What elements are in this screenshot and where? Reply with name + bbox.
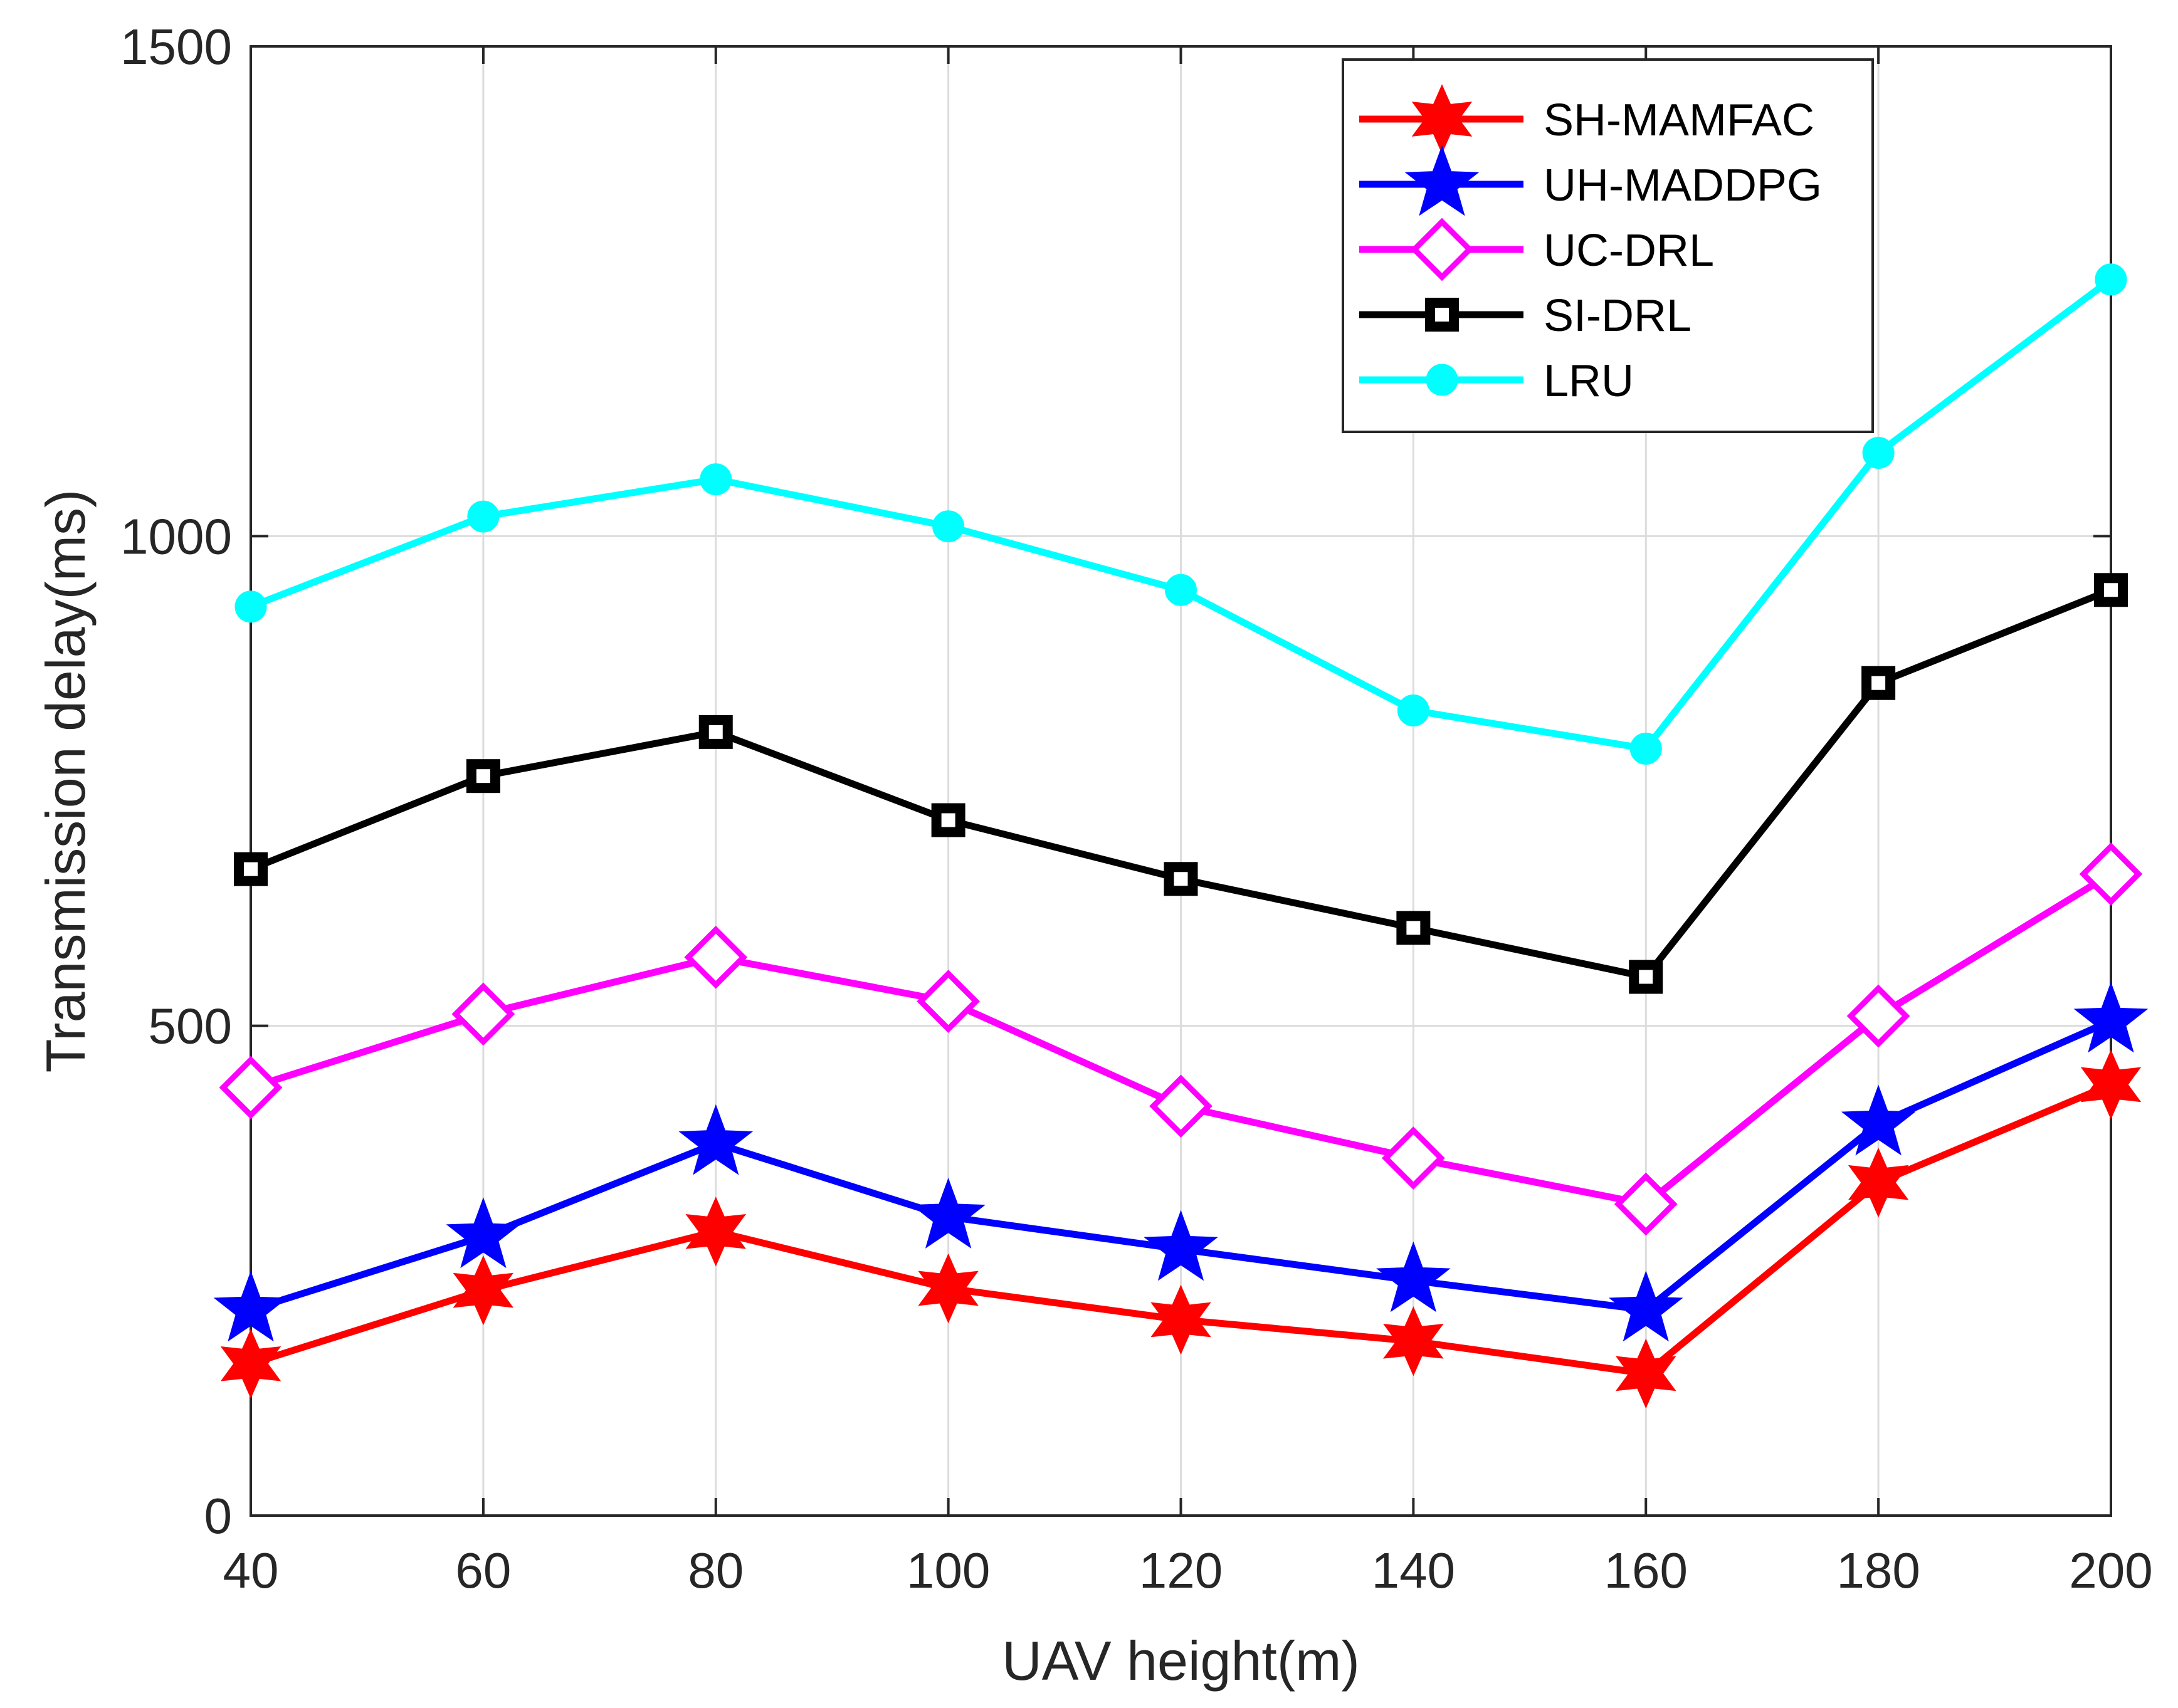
data-point-lru [1629, 732, 1662, 765]
data-point-si-drl [466, 759, 500, 794]
legend-label-uc-drl: UC-DRL [1544, 226, 1714, 276]
data-point-uh-maddpg [213, 1271, 288, 1342]
data-point-uh-maddpg [1841, 1084, 1916, 1156]
y-tick-label: 1500 [120, 19, 232, 75]
data-point-uh-maddpg [446, 1197, 521, 1269]
data-point-uc-drl [684, 925, 748, 989]
square-marker-inner [2104, 583, 2118, 597]
square-marker-inner [941, 813, 955, 827]
y-tick-label: 1000 [120, 508, 232, 564]
data-point-uc-drl [917, 970, 980, 1033]
data-point-sh-mamfac [1848, 1147, 1909, 1218]
square-marker-inner [1435, 308, 1449, 322]
series-uc-drl [219, 842, 2143, 1236]
axis-ticks: 40 60 80 100 120 140 160 180 200 0 500 1000 1500 [120, 19, 2153, 1598]
data-point-uc-drl [451, 982, 515, 1046]
data-point-sh-mamfac [453, 1255, 514, 1326]
x-tick-label: 80 [688, 1543, 744, 1598]
data-point-si-drl [234, 852, 268, 886]
square-marker-inner [1639, 970, 1653, 984]
data-point-uc-drl [219, 1056, 283, 1119]
x-tick-label: 100 [907, 1543, 990, 1598]
series-lru [234, 263, 2127, 765]
square-marker-inner [1406, 921, 1421, 935]
data-point-lru [700, 463, 732, 496]
x-tick-label: 180 [1836, 1543, 1920, 1598]
data-point-uh-maddpg [678, 1104, 754, 1175]
y-tick-label: 0 [204, 1488, 233, 1544]
y-axis-title: Transmission delay(ms) [34, 490, 97, 1073]
legend: SH-MAMFAC UH-MADDPG UC-DRL SI-DRL LRU [1342, 58, 1874, 433]
square-marker-outer [234, 852, 268, 886]
legend-entry-lru: LRU [1359, 356, 1634, 406]
legend-entry-si-drl: SI-DRL [1359, 291, 1691, 341]
legend-marker-uh-maddpg [1404, 145, 1480, 216]
data-point-uh-maddpg [1376, 1241, 1451, 1312]
x-tick-label: 140 [1372, 1543, 1455, 1598]
square-marker-inner [476, 769, 490, 783]
data-point-uh-maddpg [911, 1178, 986, 1249]
data-point-si-drl [1164, 862, 1198, 896]
x-tick-label: 120 [1139, 1543, 1223, 1598]
data-point-lru [1165, 574, 1197, 606]
data-point-uc-drl [1149, 1074, 1213, 1138]
data-point-uh-maddpg [2073, 982, 2149, 1053]
data-point-si-drl [1861, 666, 1896, 700]
data-point-uc-drl [2079, 842, 2143, 906]
x-tick-label: 60 [455, 1543, 511, 1598]
data-point-si-drl [931, 803, 965, 837]
data-point-uc-drl [1614, 1172, 1678, 1236]
legend-label-uh-maddpg: UH-MADDPG [1544, 160, 1822, 211]
data-point-lru [467, 500, 500, 533]
legend-marker-uc-drl [1410, 217, 1474, 281]
data-point-sh-mamfac [1615, 1338, 1676, 1409]
data-point-uh-maddpg [1144, 1210, 1218, 1281]
legend-marker-lru [1426, 364, 1458, 396]
legend-marker-si-drl [1425, 298, 1459, 332]
series-group [213, 263, 2149, 1409]
x-tick-label: 40 [223, 1543, 279, 1598]
data-point-uh-maddpg [1608, 1271, 1683, 1342]
square-marker-inner [244, 862, 258, 876]
data-point-sh-mamfac [220, 1329, 281, 1399]
data-point-si-drl [2094, 573, 2128, 607]
x-axis-title: UAV height(m) [1002, 1630, 1360, 1692]
data-point-lru [1397, 694, 1429, 726]
series-si-drl [234, 573, 2128, 994]
data-point-lru [932, 510, 965, 543]
x-tick-label: 160 [1604, 1543, 1688, 1598]
legend-entry-uh-maddpg: UH-MADDPG [1359, 145, 1822, 216]
legend-label-sh-mamfac: SH-MAMFAC [1544, 95, 1814, 145]
data-point-uc-drl [1382, 1126, 1445, 1190]
data-point-sh-mamfac [1383, 1306, 1444, 1376]
data-point-si-drl [698, 715, 733, 749]
data-point-si-drl [1629, 960, 1663, 994]
legend-label-si-drl: SI-DRL [1544, 291, 1691, 341]
legend-label-lru: LRU [1544, 356, 1634, 406]
square-marker-inner [1871, 676, 1886, 690]
legend-entry-uc-drl: UC-DRL [1359, 217, 1714, 281]
data-point-lru [234, 590, 267, 623]
data-point-sh-mamfac [1150, 1284, 1211, 1355]
legend-entry-sh-mamfac: SH-MAMFAC [1359, 84, 1814, 154]
square-marker-outer [1629, 960, 1663, 994]
y-tick-label: 500 [149, 998, 232, 1054]
data-point-sh-mamfac [918, 1253, 979, 1324]
x-tick-label: 200 [2069, 1543, 2152, 1598]
square-marker-inner [708, 725, 723, 739]
data-point-lru [2095, 263, 2127, 296]
series-uh-maddpg [213, 982, 2149, 1342]
series-sh-mamfac [220, 1049, 2142, 1409]
data-point-sh-mamfac [685, 1197, 747, 1267]
data-point-sh-mamfac [2080, 1049, 2142, 1120]
data-point-si-drl [1396, 911, 1431, 945]
data-point-uc-drl [1846, 984, 1910, 1048]
data-point-lru [1862, 437, 1895, 469]
square-marker-inner [1174, 872, 1188, 886]
